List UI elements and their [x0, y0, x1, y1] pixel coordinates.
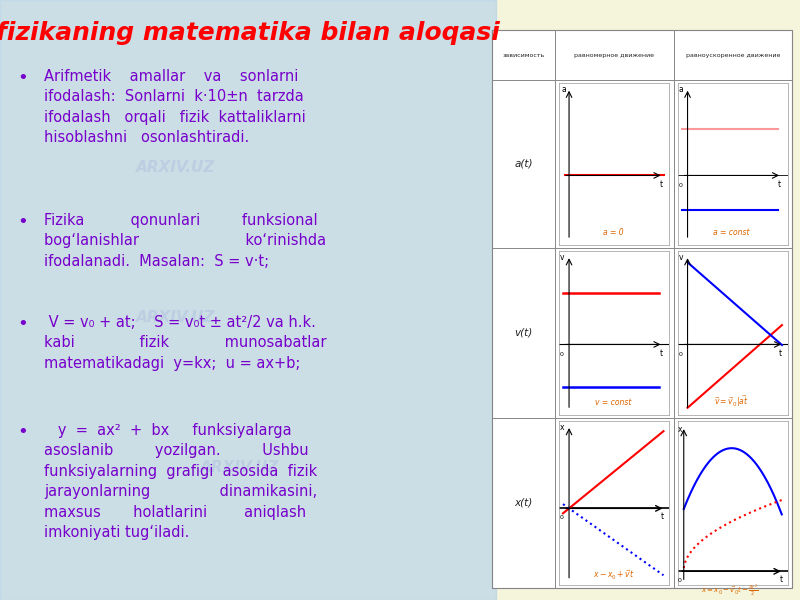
Text: •: •: [18, 315, 28, 333]
Bar: [0, 0, 496, 600]
Text: 0: 0: [560, 352, 564, 357]
Text: 0: 0: [678, 183, 682, 188]
Text: x(t): x(t): [514, 498, 533, 508]
Text: равномерное движение: равномерное движение: [574, 53, 654, 58]
Text: t: t: [779, 349, 782, 358]
Text: a = 0: a = 0: [603, 229, 623, 238]
Text: y  =  ax²  +  bx     funksiyalarga
asoslanib         yozilgan.         Ushbu
fun: y = ax² + bx funksiyalarga asoslanib yoz…: [44, 423, 318, 540]
Text: Fizika          qonunlari         funksional
bog‘lanishlar                      : Fizika qonunlari funksional bog‘lanishla…: [44, 213, 326, 269]
Text: •: •: [18, 69, 28, 87]
Text: t: t: [659, 180, 662, 189]
Text: ARXIV.UZ: ARXIV.UZ: [136, 311, 216, 325]
Text: •: •: [18, 213, 28, 231]
Text: t: t: [778, 180, 781, 189]
Text: v = const: v = const: [595, 398, 631, 407]
Text: 0: 0: [678, 352, 682, 357]
Text: v: v: [560, 253, 565, 262]
Text: •: •: [18, 423, 28, 441]
Text: a = const: a = const: [714, 229, 750, 238]
Bar: [492, 30, 792, 588]
Text: a: a: [678, 85, 683, 94]
Text: x: x: [560, 422, 565, 431]
Text: fizikaning matematika bilan aloqasi: fizikaning matematika bilan aloqasi: [0, 21, 500, 45]
Text: зависимость: зависимость: [502, 53, 545, 58]
Text: a(t): a(t): [514, 159, 533, 169]
Text: Arifmetik    amallar    va    sonlarni
ifodalash:  Sonlarni  k·10±n  tarzda
ifod: Arifmetik amallar va sonlarni ifodalash:…: [44, 69, 306, 145]
Text: 0: 0: [678, 578, 682, 583]
Text: v: v: [678, 253, 683, 262]
Text: x: x: [678, 425, 682, 434]
Text: t: t: [661, 512, 663, 521]
Text: 0: 0: [560, 515, 564, 520]
Text: ARXIV.UZ: ARXIV.UZ: [200, 461, 280, 475]
Text: $x - x_0 + \vec{v}t$: $x - x_0 + \vec{v}t$: [593, 569, 634, 582]
Text: V = v₀ + at;    S = v₀t ± at²/2 va h.k.
kabi              fizik            munos: V = v₀ + at; S = v₀t ± at²/2 va h.k. kab…: [44, 315, 326, 371]
Text: t: t: [780, 575, 782, 584]
Text: равноускоренное движение: равноускоренное движение: [686, 53, 780, 58]
Text: t: t: [659, 349, 662, 358]
Text: ARXIV.UZ: ARXIV.UZ: [136, 160, 216, 175]
Text: v(t): v(t): [514, 328, 533, 338]
Text: a: a: [561, 85, 566, 94]
Text: $x=x_0-\vec{v}_0 t-\frac{\vec{a}t^2}{2}$: $x=x_0-\vec{v}_0 t-\frac{\vec{a}t^2}{2}$: [701, 584, 758, 599]
Text: $\vec{v}=\vec{v}_0|\vec{at}$: $\vec{v}=\vec{v}_0|\vec{at}$: [714, 394, 749, 409]
